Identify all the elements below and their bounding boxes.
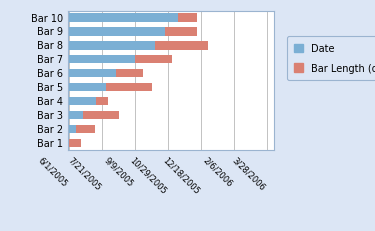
Legend: Date, Bar Length (days): Date, Bar Length (days): [287, 37, 375, 80]
Bar: [76, 125, 94, 134]
Bar: [69, 28, 165, 36]
Bar: [106, 84, 152, 92]
Bar: [178, 14, 197, 23]
Bar: [69, 139, 81, 147]
Bar: [69, 84, 106, 92]
Bar: [69, 14, 178, 23]
Bar: [165, 28, 196, 36]
Bar: [69, 70, 116, 78]
Bar: [69, 111, 82, 120]
Bar: [116, 70, 143, 78]
Bar: [155, 42, 208, 50]
Bar: [96, 97, 108, 106]
Bar: [69, 42, 155, 50]
Bar: [69, 56, 135, 64]
Bar: [69, 97, 96, 106]
Bar: [82, 111, 119, 120]
Bar: [69, 125, 76, 134]
Bar: [135, 56, 172, 64]
